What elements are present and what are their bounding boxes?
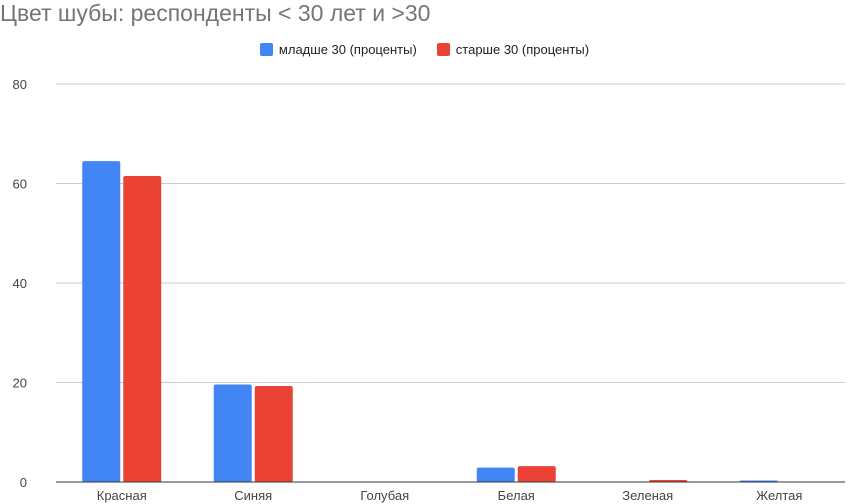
- bar-under-30: [476, 467, 515, 482]
- x-tick-label: Белая: [498, 488, 535, 503]
- legend-swatch: [259, 43, 273, 56]
- y-tick-label: 80: [13, 77, 27, 92]
- x-tick-label: Зеленая: [622, 488, 673, 503]
- legend-label: младше 30 (проценты): [278, 42, 417, 57]
- y-tick-label: 0: [20, 475, 27, 490]
- legend-swatch: [436, 43, 450, 56]
- x-tick-label: Голубая: [360, 488, 409, 503]
- bar-under-30: [213, 384, 252, 482]
- bar-under-30: [82, 161, 121, 483]
- x-tick-label: Красная: [97, 488, 147, 503]
- legend: младше 30 (проценты) старше 30 (проценты…: [0, 42, 849, 57]
- legend-label: старше 30 (проценты): [455, 42, 590, 57]
- legend-item-over-30[interactable]: старше 30 (проценты): [436, 42, 590, 57]
- bar-over-30: [254, 385, 293, 482]
- y-tick-label: 60: [13, 177, 27, 192]
- legend-item-under-30[interactable]: младше 30 (проценты): [259, 42, 417, 57]
- x-tick-label: Синяя: [234, 488, 272, 503]
- chart-title: Цвет шубы: респонденты < 30 лет и >30: [0, 0, 431, 26]
- y-tick-label: 20: [13, 376, 27, 391]
- bar-over-30: [123, 176, 162, 482]
- bar-over-30: [517, 466, 556, 482]
- y-tick-label: 40: [13, 276, 27, 291]
- x-tick-label: Желтая: [756, 488, 802, 503]
